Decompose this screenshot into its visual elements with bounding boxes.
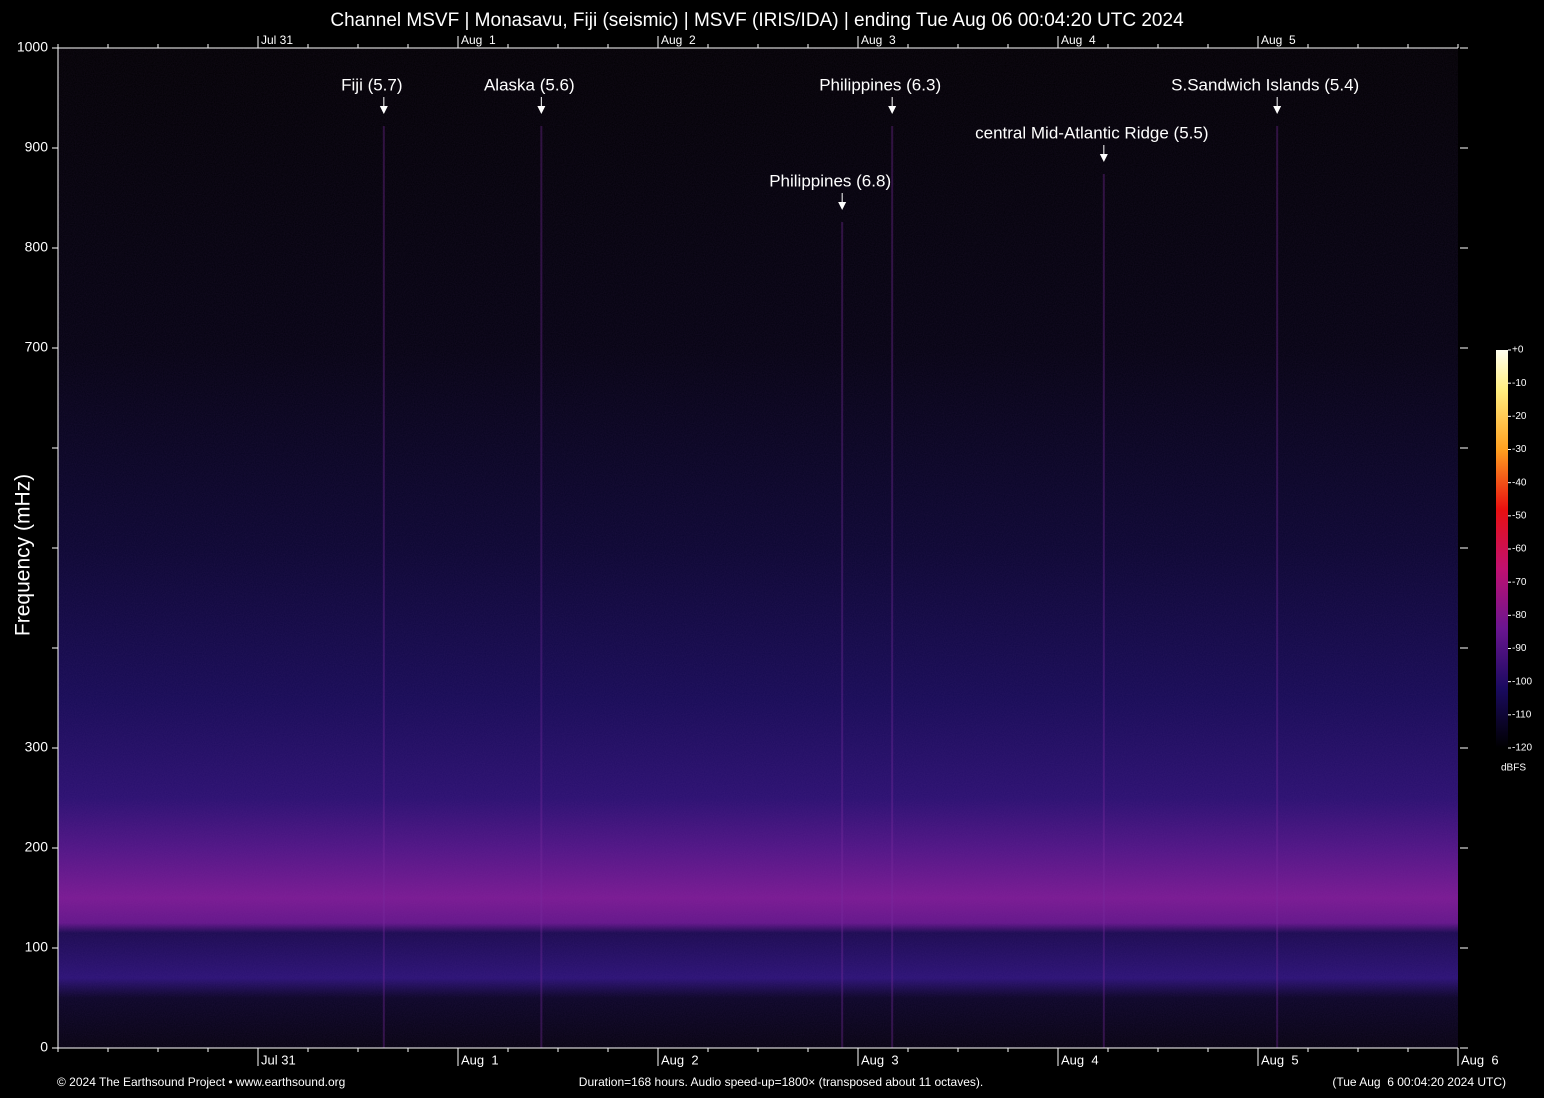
event-label: S.Sandwich Islands (5.4)	[1171, 75, 1359, 94]
event-streak	[1102, 174, 1105, 1048]
y-tick-label: 800	[25, 239, 49, 255]
colorbar-tick-label: -40	[1512, 477, 1527, 488]
x-tick-label: Jul 31	[261, 1052, 296, 1067]
colorbar-tick-label: -100	[1512, 676, 1532, 687]
x-tick-label: Aug 4	[1061, 1052, 1099, 1067]
colorbar-tick-label: -120	[1512, 743, 1532, 754]
event-streak	[1276, 126, 1279, 1048]
x-tick-label: Aug 2	[661, 1052, 699, 1067]
x-tick-label-top: Aug 4	[1061, 33, 1096, 47]
colorbar-tick-label: -110	[1512, 709, 1532, 720]
colorbar-tick-label: -50	[1512, 510, 1527, 521]
y-tick-label: 900	[25, 139, 49, 155]
colorbar-tick-label: -20	[1512, 411, 1527, 422]
event-arrow-head	[379, 106, 388, 114]
event-arrow-head	[1273, 106, 1282, 114]
event-streak	[841, 222, 844, 1048]
event-streak	[382, 126, 385, 1048]
x-tick-label-top: Aug 5	[1261, 33, 1296, 47]
y-tick-label: 100	[25, 939, 49, 955]
y-tick-label: 200	[25, 839, 49, 855]
event-arrow-head	[838, 202, 847, 210]
colorbar-tick-label: -10	[1512, 378, 1527, 389]
y-tick-label: 0	[40, 1039, 48, 1055]
y-tick-label: 300	[25, 739, 49, 755]
event-streak	[891, 126, 894, 1048]
event-arrow-head	[537, 106, 546, 114]
colorbar-tick-label: -80	[1512, 610, 1527, 621]
colorbar-tick-label: +0	[1512, 345, 1524, 356]
y-tick-label: 1000	[17, 39, 48, 55]
chart-title: Channel MSVF | Monasavu, Fiji (seismic) …	[330, 10, 1184, 31]
x-tick-label-top: Aug 3	[861, 33, 896, 47]
x-tick-label: Aug 6	[1461, 1052, 1499, 1067]
x-tick-label-top: Jul 31	[261, 33, 293, 47]
x-tick-label: Aug 5	[1261, 1052, 1299, 1067]
event-arrow-head	[1099, 154, 1108, 162]
y-axis-label: Frequency (mHz)	[12, 474, 35, 636]
colorbar	[1496, 350, 1508, 748]
event-label: Alaska (5.6)	[484, 75, 575, 94]
colorbar-tick-label: -60	[1512, 544, 1527, 555]
x-tick-label-top: Aug 1	[461, 33, 496, 47]
spectrogram-noise	[58, 48, 1458, 1048]
colorbar-label: dBFS	[1501, 763, 1526, 774]
x-tick-label: Aug 3	[861, 1052, 899, 1067]
colorbar-tick-label: -90	[1512, 643, 1527, 654]
footer-left: © 2024 The Earthsound Project • www.eart…	[57, 1075, 345, 1089]
footer-right: (Tue Aug 6 00:04:20 2024 UTC)	[1332, 1075, 1506, 1089]
x-tick-label-top: Aug 2	[661, 33, 696, 47]
x-tick-label: Aug 1	[461, 1052, 499, 1067]
event-label: central Mid-Atlantic Ridge (5.5)	[975, 123, 1208, 142]
event-label: Philippines (6.8)	[769, 171, 891, 190]
event-streak	[540, 126, 543, 1048]
colorbar-tick-label: -70	[1512, 577, 1527, 588]
y-tick-label: 700	[25, 339, 49, 355]
event-label: Fiji (5.7)	[341, 75, 402, 94]
event-arrow-head	[888, 106, 897, 114]
event-label: Philippines (6.3)	[819, 75, 941, 94]
colorbar-tick-label: -30	[1512, 444, 1527, 455]
footer-center: Duration=168 hours. Audio speed-up=1800×…	[579, 1075, 983, 1089]
